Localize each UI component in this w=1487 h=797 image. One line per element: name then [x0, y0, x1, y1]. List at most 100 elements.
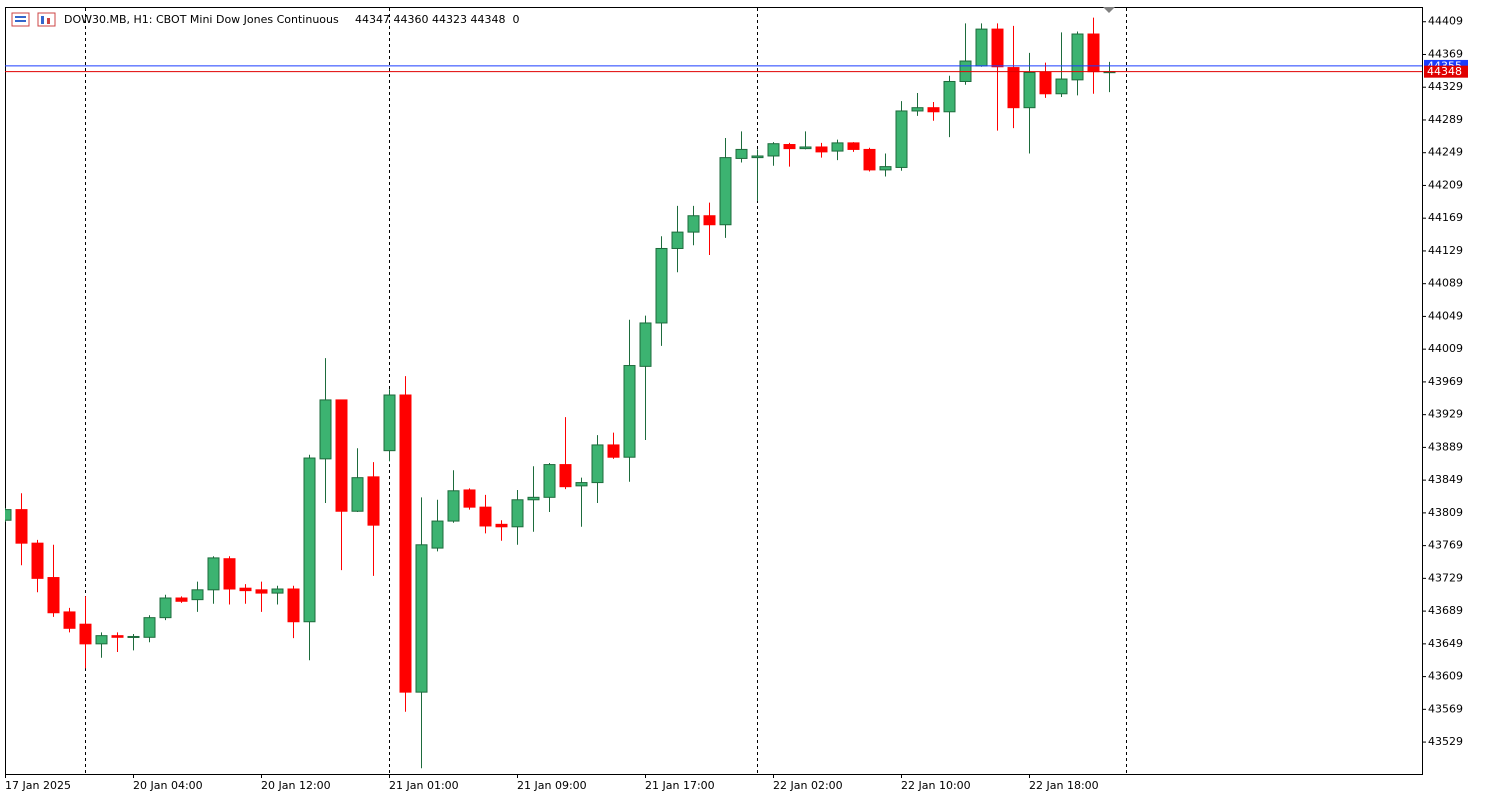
candle-body: [927, 107, 940, 113]
candle-body: [735, 148, 748, 159]
candle-body: [79, 623, 92, 645]
x-tick-label: 22 Jan 02:00: [773, 779, 843, 792]
candle-body: [1039, 71, 1052, 95]
y-tick-label: 44289: [1428, 113, 1463, 126]
candle-body: [543, 464, 556, 498]
y-tick-label: 44169: [1428, 211, 1463, 224]
x-tick-label: 21 Jan 17:00: [645, 779, 715, 792]
icon: [11, 12, 30, 27]
y-tick-label: 44129: [1428, 244, 1463, 257]
candle-body: [159, 597, 172, 619]
candle-body: [447, 490, 460, 522]
candle-body: [719, 157, 732, 226]
x-tick-label: 21 Jan 01:00: [389, 779, 459, 792]
ohlc-readout: 44347 44360 44323 44348 0: [355, 13, 519, 26]
candle-body: [607, 444, 620, 458]
candle-body: [1007, 67, 1020, 109]
y-tick-label: 44249: [1428, 146, 1463, 159]
icon: [15, 20, 26, 22]
x-tick-label: 20 Jan 04:00: [133, 779, 203, 792]
candle-body: [335, 399, 348, 512]
candle-body: [975, 28, 988, 67]
x-tick-label: 22 Jan 18:00: [1029, 779, 1099, 792]
candle-body: [207, 557, 220, 591]
candle-body: [511, 499, 524, 528]
price-label: 44348: [1427, 65, 1462, 78]
candle-body: [623, 365, 636, 458]
candle-body: [63, 611, 76, 629]
candle-body: [111, 635, 124, 638]
candle-body: [575, 482, 588, 487]
candle-body: [1055, 78, 1068, 95]
y-tick-label: 44049: [1428, 309, 1463, 322]
candle-body: [495, 523, 508, 528]
candle-body: [671, 231, 684, 249]
y-tick-label: 43849: [1428, 473, 1463, 486]
candle-body: [703, 215, 716, 226]
candle-body: [399, 394, 412, 693]
candle-body: [1071, 33, 1084, 81]
candle-body: [383, 394, 396, 452]
y-tick-label: 44329: [1428, 80, 1463, 93]
x-tick-label: 20 Jan 12:00: [261, 779, 331, 792]
y-tick-label: 43529: [1428, 735, 1463, 748]
candle-body: [1023, 71, 1036, 109]
candle-body: [47, 577, 60, 614]
candle-body: [815, 146, 828, 153]
candle-body: [303, 457, 316, 623]
y-tick-label: 43889: [1428, 440, 1463, 453]
y-tick-label: 44089: [1428, 277, 1463, 290]
y-tick-label: 43769: [1428, 539, 1463, 552]
y-tick-label: 44409: [1428, 15, 1463, 28]
y-tick-label: 43809: [1428, 506, 1463, 519]
candle-body: [767, 143, 780, 157]
candle-body: [527, 496, 540, 501]
candle-body: [591, 444, 604, 484]
candle-body: [271, 588, 284, 594]
candle-body: [687, 215, 700, 233]
candle-body: [863, 148, 876, 171]
x-tick-label: 17 Jan 2025: [5, 779, 71, 792]
candle-body: [367, 476, 380, 526]
candle-body: [879, 166, 892, 171]
y-tick-label: 43569: [1428, 702, 1463, 715]
candle-body: [175, 597, 188, 602]
y-tick-label: 44209: [1428, 178, 1463, 191]
candle-body: [847, 142, 860, 150]
candle-body: [943, 80, 956, 113]
icon: [47, 18, 50, 24]
x-tick-label: 21 Jan 09:00: [517, 779, 587, 792]
candle-body: [463, 489, 476, 508]
candle-body: [559, 464, 572, 488]
y-tick-label: 44369: [1428, 47, 1463, 60]
candle-body: [191, 589, 204, 601]
plot-area: [5, 17, 1116, 769]
candle-body: [223, 558, 236, 590]
header-icons: [11, 12, 56, 27]
candle-body: [143, 617, 156, 638]
price-label-box: [1424, 65, 1468, 78]
plot-frame: [5, 7, 1423, 775]
y-tick-label: 43649: [1428, 637, 1463, 650]
y-tick-label: 43689: [1428, 604, 1463, 617]
icon: [15, 16, 26, 18]
candle-body: [415, 544, 428, 693]
y-tick-label: 43609: [1428, 670, 1463, 683]
y-tick-label: 43969: [1428, 375, 1463, 388]
candle-body: [255, 589, 268, 594]
candle-body: [15, 509, 28, 544]
candle-body: [783, 144, 796, 150]
candle-body: [911, 107, 924, 112]
candle-body: [479, 506, 492, 527]
candle-body: [239, 587, 252, 592]
candle-body: [991, 28, 1004, 68]
candle-body: [127, 635, 140, 638]
x-tick-label: 22 Jan 10:00: [901, 779, 971, 792]
candle-body: [5, 509, 12, 521]
candle-body: [319, 399, 332, 460]
candle-body: [895, 110, 908, 168]
shift-marker: [1103, 7, 1115, 13]
